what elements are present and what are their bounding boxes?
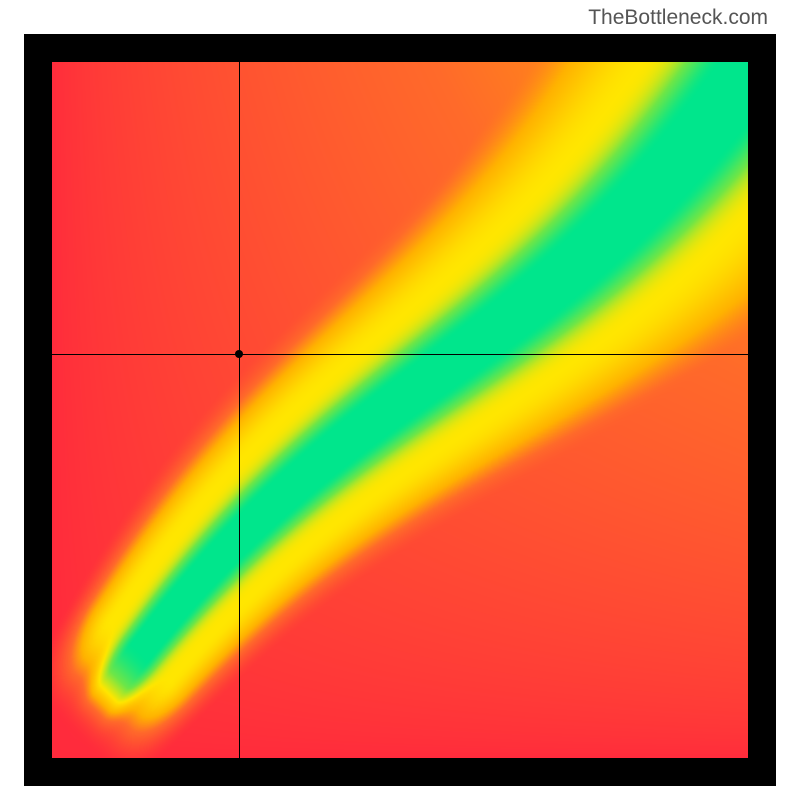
data-point [235, 350, 243, 358]
crosshair-horizontal [52, 354, 748, 355]
heatmap-canvas [52, 62, 748, 758]
chart-frame [24, 34, 776, 786]
crosshair-vertical [239, 62, 240, 758]
heatmap-plot [52, 62, 748, 758]
watermark-text: TheBottleneck.com [588, 6, 768, 30]
